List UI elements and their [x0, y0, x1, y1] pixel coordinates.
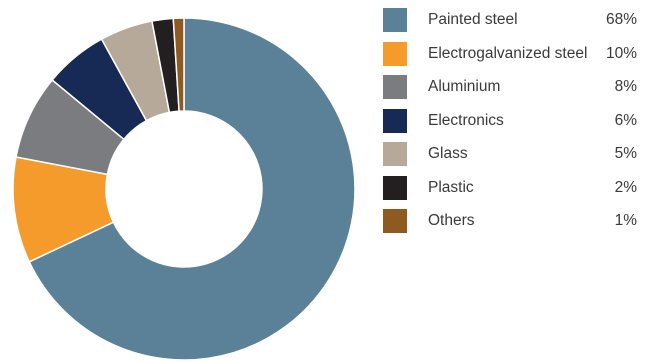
- legend-value: 68%: [605, 11, 637, 28]
- legend-swatch: [383, 209, 407, 233]
- legend-swatch: [383, 41, 407, 66]
- legend-item-painted-steel: Painted steel 68%: [383, 6, 645, 40]
- legend-swatch: [383, 75, 407, 99]
- legend-label: Plastic: [428, 178, 474, 196]
- legend-item-glass: Glass 5%: [383, 140, 645, 174]
- slice-painted-steel: [28, 17, 356, 361]
- legend-label: Painted steel: [428, 11, 518, 28]
- legend-item-aluminium: Aluminium 8%: [383, 73, 645, 107]
- legend-item-others: Others 1%: [383, 207, 645, 241]
- legend-label: Others: [428, 212, 475, 229]
- legend-label: Aluminium: [428, 78, 501, 95]
- legend-value: 1%: [614, 212, 637, 229]
- legend-label: Electronics: [428, 111, 504, 129]
- legend-value: 6%: [614, 111, 637, 129]
- legend-label: Glass: [428, 145, 468, 162]
- legend-item-plastic: Plastic 2%: [383, 174, 645, 208]
- legend-item-electrogalvanized-steel: Electrogalvanized steel 10%: [383, 40, 645, 74]
- slice-others: [172, 17, 185, 112]
- donut-chart-svg: [12, 17, 356, 361]
- legend-value: 10%: [605, 44, 637, 62]
- legend-value: 8%: [614, 78, 637, 95]
- legend-label: Electrogalvanized steel: [428, 44, 588, 62]
- legend-swatch: [383, 108, 407, 133]
- legend-item-electronics: Electronics 6%: [383, 107, 645, 141]
- legend-swatch: [383, 142, 407, 166]
- chart-legend: Painted steel 68% Electrogalvanized steel 1…: [383, 6, 645, 241]
- legend-swatch: [383, 175, 407, 200]
- legend-swatch: [383, 8, 407, 32]
- legend-value: 5%: [614, 145, 637, 162]
- legend-value: 2%: [614, 178, 637, 196]
